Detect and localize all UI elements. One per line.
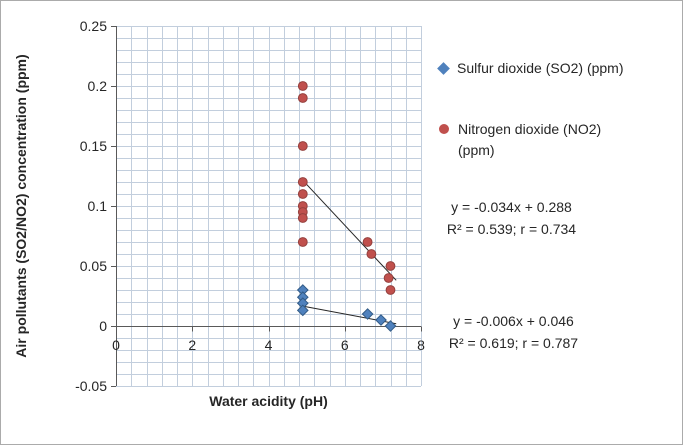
legend-label-no2: Nitrogen dioxide (NO2) (ppm)	[458, 121, 602, 158]
so2-trendline-equation: y = -0.006x + 0.046	[453, 313, 574, 329]
legend-item-no2: Nitrogen dioxide (NO2) (ppm)	[439, 119, 621, 161]
y-tick-label: 0.2	[87, 78, 107, 94]
legend-label-so2: Sulfur dioxide (SO2) (ppm)	[457, 60, 624, 76]
y-tick-label: 0.15	[79, 138, 107, 154]
y-axis-title: Air pollutants (SO2/NO2) concentration (…	[13, 54, 29, 358]
x-tick-label: 8	[417, 337, 425, 353]
so2-diamond-marker-icon	[437, 62, 450, 75]
y-tick-label: 0.25	[79, 18, 107, 34]
x-tick-label: 4	[264, 337, 273, 353]
no2-trendline-r-squared: R² = 0.539; r = 0.734	[446, 221, 577, 237]
so2-trendline-annotation: y = -0.006x + 0.046 R² = 0.619; r = 0.78…	[421, 310, 606, 354]
x-tick-label: 0	[112, 337, 120, 353]
y-tick-label: 0.05	[79, 258, 107, 274]
no2-circle-marker-icon	[439, 124, 449, 134]
no2-trendline-annotation: y = -0.034x + 0.288 R² = 0.539; r = 0.73…	[419, 196, 604, 240]
y-tick-label: -0.05	[75, 378, 107, 394]
so2-trendline-r-squared: R² = 0.619; r = 0.787	[448, 335, 579, 351]
no2-trendline-equation: y = -0.034x + 0.288	[451, 199, 572, 215]
y-tick-label: 0.1	[87, 198, 107, 214]
legend-item-so2: Sulfur dioxide (SO2) (ppm)	[437, 58, 624, 79]
x-tick-label: 6	[340, 337, 349, 353]
y-tick-label: 0	[99, 318, 107, 334]
x-axis-title: Water acidity (pH)	[209, 393, 328, 409]
x-tick-label: 2	[188, 337, 197, 353]
